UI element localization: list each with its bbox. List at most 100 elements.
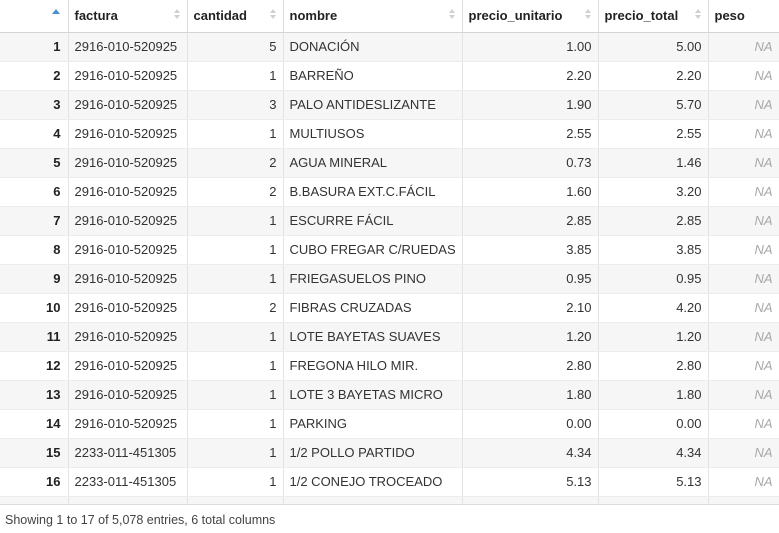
cell-factura: 2916-010-520925 bbox=[68, 206, 188, 236]
cell-precio-total: 1.46 bbox=[598, 148, 709, 178]
cell-precio-unitario: 5.13 bbox=[462, 467, 599, 497]
cell-precio-total: 0.95 bbox=[598, 264, 709, 294]
cell-cantidad: 5 bbox=[187, 32, 284, 62]
row-number: 8 bbox=[0, 235, 69, 265]
cell-factura: 2916-010-520925 bbox=[68, 322, 188, 352]
cell-cantidad: 1 bbox=[187, 61, 284, 91]
cell-precio-unitario: 0.00 bbox=[462, 409, 599, 439]
cell-peso: NA bbox=[708, 467, 779, 497]
row-number: 14 bbox=[0, 409, 69, 439]
cell-precio-total: 5.00 bbox=[598, 32, 709, 62]
row-number: 11 bbox=[0, 322, 69, 352]
cell-nombre: FREGONA HILO MIR. bbox=[283, 351, 463, 381]
rownum-header[interactable] bbox=[0, 0, 69, 33]
data-viewer: factura cantidad nombre precio_unitario … bbox=[0, 0, 779, 504]
column-header-precio-unitario[interactable]: precio_unitario bbox=[462, 0, 599, 33]
row-number: 16 bbox=[0, 467, 69, 497]
cell-precio-total: 2.80 bbox=[598, 351, 709, 381]
cell-cantidad: 1 bbox=[187, 264, 284, 294]
cell-cantidad: 2 bbox=[187, 148, 284, 178]
cell-cantidad: 1 bbox=[187, 438, 284, 468]
cell-factura: 2916-010-520925 bbox=[68, 61, 188, 91]
table-row: 16 2233-011-451305 1 1/2 CONEJO TROCEADO 5.1… bbox=[0, 467, 779, 497]
cell-cantidad: 1 bbox=[187, 322, 284, 352]
cell-nombre: FIBRAS CRUZADAS bbox=[283, 293, 463, 323]
column-header-cantidad[interactable]: cantidad bbox=[187, 0, 284, 33]
table-row: 14 2916-010-520925 1 PARKING 0.00 0.00 NA bbox=[0, 409, 779, 439]
cell-factura: 2916-010-520925 bbox=[68, 351, 188, 381]
cell-peso: NA bbox=[708, 235, 779, 265]
row-number: 3 bbox=[0, 90, 69, 120]
table-row: 7 2916-010-520925 1 ESCURRE FÁCIL 2.85 2.85 NA bbox=[0, 206, 779, 236]
cell-precio-total bbox=[598, 496, 709, 504]
cell-cantidad: 1 bbox=[187, 409, 284, 439]
cell-cantidad: 1 bbox=[187, 119, 284, 149]
column-header-label: nombre bbox=[289, 8, 338, 24]
cell-cantidad: 1 bbox=[187, 206, 284, 236]
cell-cantidad: 1 bbox=[187, 467, 284, 497]
cell-nombre: CUBO FREGAR C/RUEDAS bbox=[283, 235, 463, 265]
sort-icon bbox=[584, 9, 592, 23]
cell-cantidad: 3 bbox=[187, 90, 284, 120]
cell-precio-unitario: 1.80 bbox=[462, 380, 599, 410]
cell-factura: 2916-010-520925 bbox=[68, 32, 188, 62]
cell-factura: 2916-010-520925 bbox=[68, 409, 188, 439]
cell-precio-total: 2.20 bbox=[598, 61, 709, 91]
cell-precio-unitario: 0.95 bbox=[462, 264, 599, 294]
cell-nombre: MULTIUSOS bbox=[283, 119, 463, 149]
column-header-peso[interactable]: peso bbox=[708, 0, 779, 33]
cell-factura: 2916-010-520925 bbox=[68, 235, 188, 265]
cell-factura: 2916-010-520925 bbox=[68, 90, 188, 120]
column-header-factura[interactable]: factura bbox=[68, 0, 188, 33]
cell-nombre: LOTE 3 BAYETAS MICRO bbox=[283, 380, 463, 410]
row-number: 5 bbox=[0, 148, 69, 178]
table-row bbox=[0, 496, 779, 504]
cell-peso: NA bbox=[708, 322, 779, 352]
cell-cantidad: 1 bbox=[187, 351, 284, 381]
cell-nombre: DONACIÓN bbox=[283, 32, 463, 62]
row-number: 15 bbox=[0, 438, 69, 468]
cell-factura: 2233-011-451305 bbox=[68, 438, 188, 468]
cell-cantidad bbox=[187, 496, 284, 504]
cell-precio-unitario: 2.85 bbox=[462, 206, 599, 236]
cell-peso: NA bbox=[708, 32, 779, 62]
row-number: 10 bbox=[0, 293, 69, 323]
cell-nombre: BARREÑO bbox=[283, 61, 463, 91]
cell-nombre: B.BASURA EXT.C.FÁCIL bbox=[283, 177, 463, 207]
sort-icon bbox=[269, 9, 277, 23]
sort-icon bbox=[448, 9, 456, 23]
column-header-label: cantidad bbox=[193, 8, 247, 24]
cell-factura: 2233-011-451305 bbox=[68, 467, 188, 497]
cell-precio-total: 3.20 bbox=[598, 177, 709, 207]
cell-precio-total: 5.70 bbox=[598, 90, 709, 120]
cell-precio-unitario: 0.73 bbox=[462, 148, 599, 178]
cell-precio-unitario: 1.00 bbox=[462, 32, 599, 62]
cell-factura bbox=[68, 496, 188, 504]
cell-peso: NA bbox=[708, 380, 779, 410]
column-header-precio-total[interactable]: precio_total bbox=[598, 0, 709, 33]
cell-peso: NA bbox=[708, 177, 779, 207]
table-row: 15 2233-011-451305 1 1/2 POLLO PARTIDO 4.34 4… bbox=[0, 438, 779, 468]
table-row: 10 2916-010-520925 2 FIBRAS CRUZADAS 2.10 4.2… bbox=[0, 293, 779, 323]
cell-nombre: AGUA MINERAL bbox=[283, 148, 463, 178]
cell-factura: 2916-010-520925 bbox=[68, 293, 188, 323]
cell-precio-total: 2.85 bbox=[598, 206, 709, 236]
cell-peso: NA bbox=[708, 61, 779, 91]
table-row: 11 2916-010-520925 1 LOTE BAYETAS SUAVES 1.2… bbox=[0, 322, 779, 352]
cell-precio-unitario: 2.80 bbox=[462, 351, 599, 381]
cell-precio-total: 0.00 bbox=[598, 409, 709, 439]
sort-ascending-icon bbox=[52, 9, 60, 14]
cell-precio-unitario: 4.34 bbox=[462, 438, 599, 468]
cell-peso: NA bbox=[708, 293, 779, 323]
cell-factura: 2916-010-520925 bbox=[68, 264, 188, 294]
table-row: 3 2916-010-520925 3 PALO ANTIDESLIZANTE 1.90… bbox=[0, 90, 779, 120]
table-row: 2 2916-010-520925 1 BARREÑO 2.20 2.20 NA bbox=[0, 61, 779, 91]
status-footer: Showing 1 to 17 of 5,078 entries, 6 tota… bbox=[0, 504, 779, 533]
cell-peso: NA bbox=[708, 148, 779, 178]
cell-precio-unitario: 2.55 bbox=[462, 119, 599, 149]
cell-cantidad: 1 bbox=[187, 380, 284, 410]
cell-peso: NA bbox=[708, 90, 779, 120]
column-header-nombre[interactable]: nombre bbox=[283, 0, 463, 33]
table-row: 12 2916-010-520925 1 FREGONA HILO MIR. 2.80 2… bbox=[0, 351, 779, 381]
column-header-label: precio_unitario bbox=[468, 8, 563, 24]
